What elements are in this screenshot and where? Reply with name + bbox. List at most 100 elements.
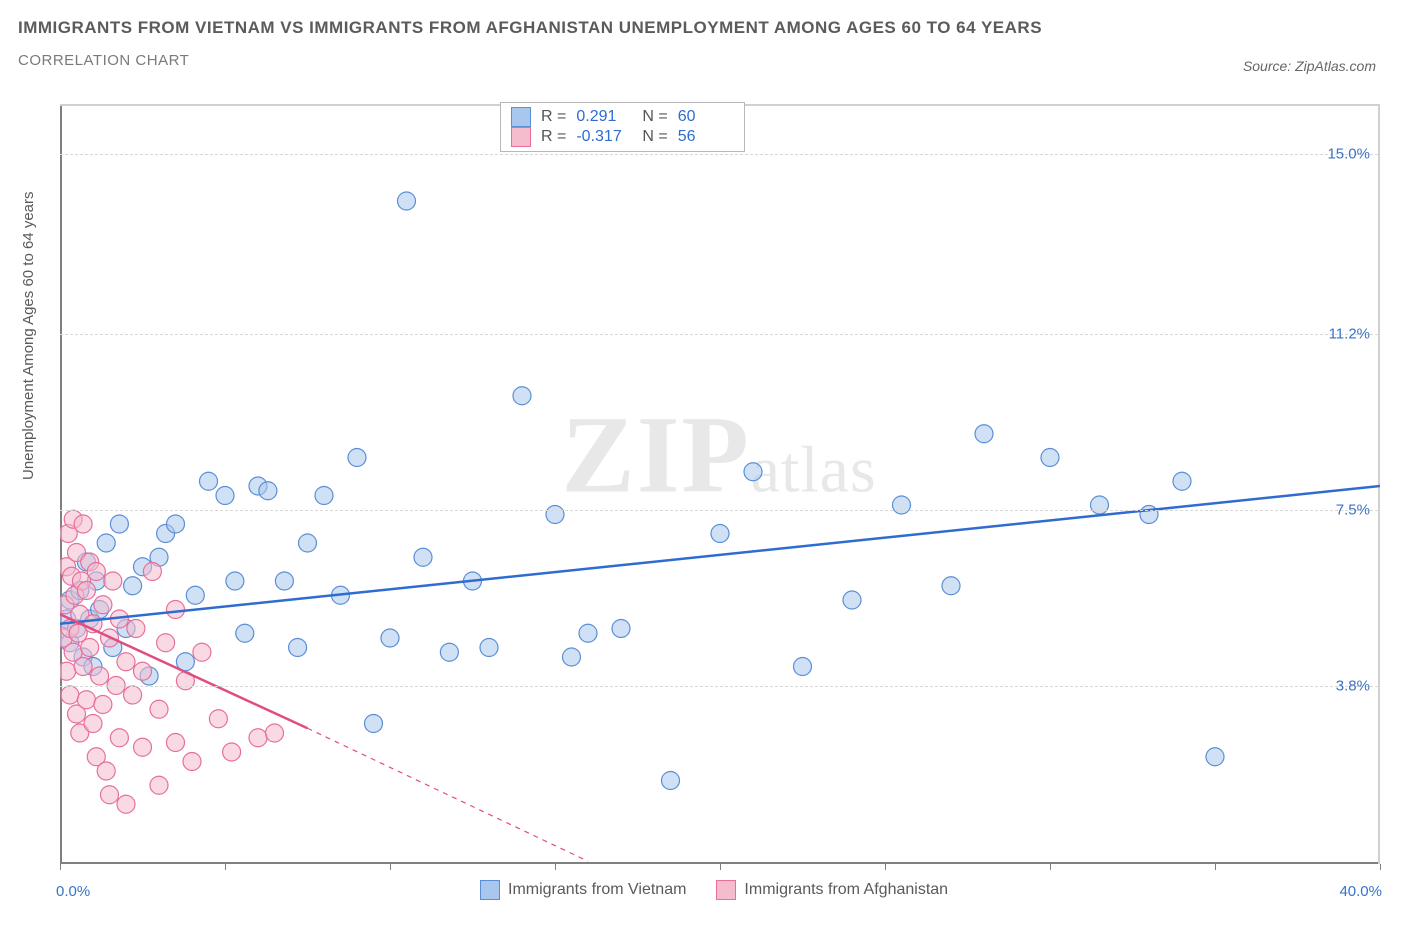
data-point: [60, 662, 76, 680]
n-value: 56: [678, 128, 734, 146]
data-point: [275, 572, 293, 590]
x-tick: [720, 864, 721, 870]
data-point: [110, 515, 128, 533]
data-point: [744, 463, 762, 481]
data-point: [480, 639, 498, 657]
swatch-icon: [511, 127, 531, 147]
data-point: [143, 563, 161, 581]
data-point: [612, 620, 630, 638]
r-value: 0.291: [576, 108, 632, 126]
y-axis-label: Unemployment Among Ages 60 to 64 years: [20, 191, 37, 480]
legend-label: Immigrants from Afghanistan: [744, 881, 948, 899]
x-tick: [225, 864, 226, 870]
swatch-icon: [480, 880, 500, 900]
data-point: [398, 192, 416, 210]
data-point: [711, 525, 729, 543]
n-value: 60: [678, 108, 734, 126]
data-point: [209, 710, 227, 728]
data-point: [117, 653, 135, 671]
data-point: [101, 786, 119, 804]
x-tick: [60, 864, 61, 870]
source-attribution: Source: ZipAtlas.com: [1243, 58, 1376, 74]
r-label: R =: [541, 108, 566, 126]
n-label: N =: [642, 108, 667, 126]
data-point: [843, 591, 861, 609]
legend-label: Immigrants from Vietnam: [508, 881, 686, 899]
data-point: [193, 643, 211, 661]
data-point: [942, 577, 960, 595]
data-point: [87, 563, 105, 581]
y-tick-label: 7.5%: [1336, 501, 1370, 518]
data-point: [414, 548, 432, 566]
data-point: [365, 715, 383, 733]
data-point: [91, 667, 109, 685]
data-point: [1173, 472, 1191, 490]
data-point: [315, 487, 333, 505]
data-point: [77, 691, 95, 709]
data-point: [794, 658, 812, 676]
series-legend: Immigrants from Vietnam Immigrants from …: [480, 880, 948, 900]
scatter-plot: [60, 106, 1380, 866]
x-min-label: 0.0%: [56, 883, 90, 900]
data-point: [662, 772, 680, 790]
chart-title-line2: CORRELATION CHART: [18, 52, 1406, 69]
chart-area: ZIPatlas R = 0.291 N = 60 R = -0.317 N =…: [60, 104, 1380, 864]
y-tick-label: 3.8%: [1336, 677, 1370, 694]
y-tick-label: 15.0%: [1327, 145, 1370, 162]
gridline: [60, 154, 1378, 155]
data-point: [1091, 496, 1109, 514]
data-point: [183, 753, 201, 771]
data-point: [348, 449, 366, 467]
data-point: [1041, 449, 1059, 467]
data-point: [74, 658, 92, 676]
data-point: [381, 629, 399, 647]
legend-item-vietnam: Immigrants from Vietnam: [480, 880, 686, 900]
data-point: [259, 482, 277, 500]
regression-extrapolation: [308, 728, 589, 861]
n-label: N =: [642, 128, 667, 146]
data-point: [94, 596, 112, 614]
data-point: [563, 648, 581, 666]
data-point: [167, 601, 185, 619]
data-point: [249, 729, 267, 747]
x-tick: [1215, 864, 1216, 870]
gridline: [60, 334, 1378, 335]
chart-title-line1: IMMIGRANTS FROM VIETNAM VS IMMIGRANTS FR…: [18, 18, 1406, 38]
data-point: [299, 534, 317, 552]
x-tick: [390, 864, 391, 870]
data-point: [127, 620, 145, 638]
r-value: -0.317: [576, 128, 632, 146]
data-point: [289, 639, 307, 657]
legend-row-afghanistan: R = -0.317 N = 56: [511, 127, 734, 147]
data-point: [124, 686, 142, 704]
x-max-label: 40.0%: [1339, 883, 1382, 900]
correlation-legend: R = 0.291 N = 60 R = -0.317 N = 56: [500, 102, 745, 152]
data-point: [579, 624, 597, 642]
data-point: [1206, 748, 1224, 766]
data-point: [74, 515, 92, 533]
data-point: [216, 487, 234, 505]
x-tick: [1380, 864, 1381, 870]
data-point: [77, 582, 95, 600]
data-point: [266, 724, 284, 742]
data-point: [97, 762, 115, 780]
data-point: [97, 534, 115, 552]
data-point: [134, 738, 152, 756]
data-point: [186, 586, 204, 604]
data-point: [150, 700, 168, 718]
data-point: [513, 387, 531, 405]
legend-row-vietnam: R = 0.291 N = 60: [511, 107, 734, 127]
y-tick-label: 11.2%: [1329, 326, 1370, 343]
data-point: [157, 634, 175, 652]
data-point: [893, 496, 911, 514]
data-point: [117, 795, 135, 813]
data-point: [546, 506, 564, 524]
regression-line: [60, 486, 1380, 624]
gridline: [60, 686, 1378, 687]
data-point: [440, 643, 458, 661]
data-point: [167, 515, 185, 533]
data-point: [84, 715, 102, 733]
data-point: [104, 572, 122, 590]
gridline: [60, 510, 1378, 511]
legend-item-afghanistan: Immigrants from Afghanistan: [716, 880, 948, 900]
